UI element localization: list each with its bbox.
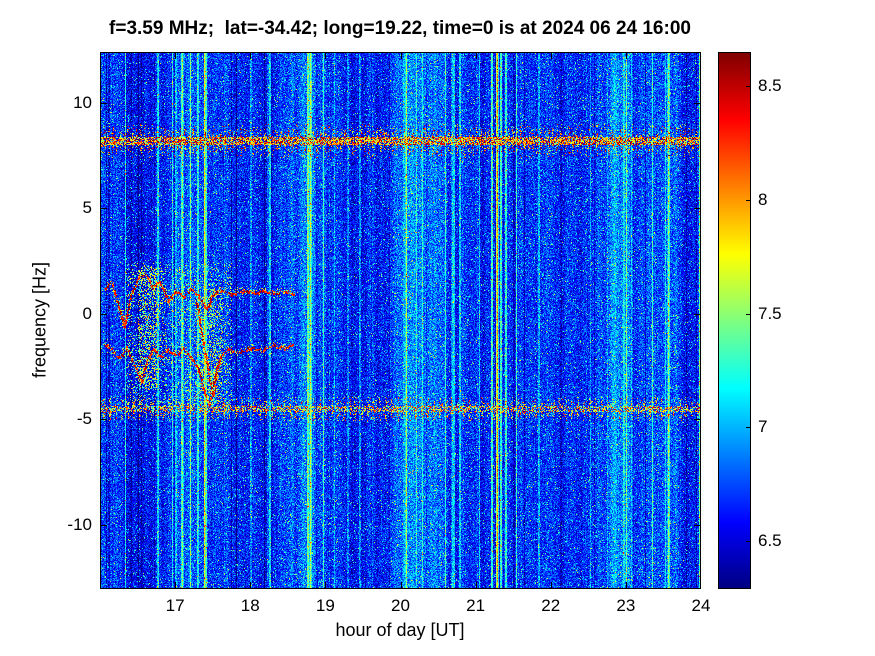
x-tick-label: 24: [691, 596, 711, 615]
x-tick-label: 19: [315, 596, 335, 615]
y-tick-label: 10: [73, 92, 92, 112]
x-axis-label: hour of day [UT]: [335, 620, 465, 640]
y-tick-label: -10: [67, 514, 92, 534]
colorbar-tick-label: 8.5: [758, 76, 782, 96]
x-tick-label: 20: [391, 596, 410, 615]
colorbar-tick-label: 8: [758, 189, 768, 209]
x-tick-label: 21: [466, 596, 486, 615]
y-tick-label: 0: [82, 303, 92, 323]
x-tick-label: 17: [165, 596, 185, 615]
x-tick-label: 22: [541, 596, 561, 615]
x-tick-label: 18: [240, 596, 260, 615]
spectrogram-canvas: [100, 52, 701, 589]
colorbar-tick-label: 6.5: [758, 531, 782, 551]
colorbar-tick-label: 7: [758, 417, 768, 437]
y-tick-label: -5: [76, 409, 92, 429]
plot-title: f=3.59 MHz; lat=-34.42; long=19.22, time…: [109, 18, 691, 39]
x-tick-label: 23: [616, 596, 636, 615]
colorbar-canvas: [718, 52, 751, 589]
colorbar-tick-label: 7.5: [758, 303, 782, 323]
y-tick-label: 5: [82, 198, 92, 218]
